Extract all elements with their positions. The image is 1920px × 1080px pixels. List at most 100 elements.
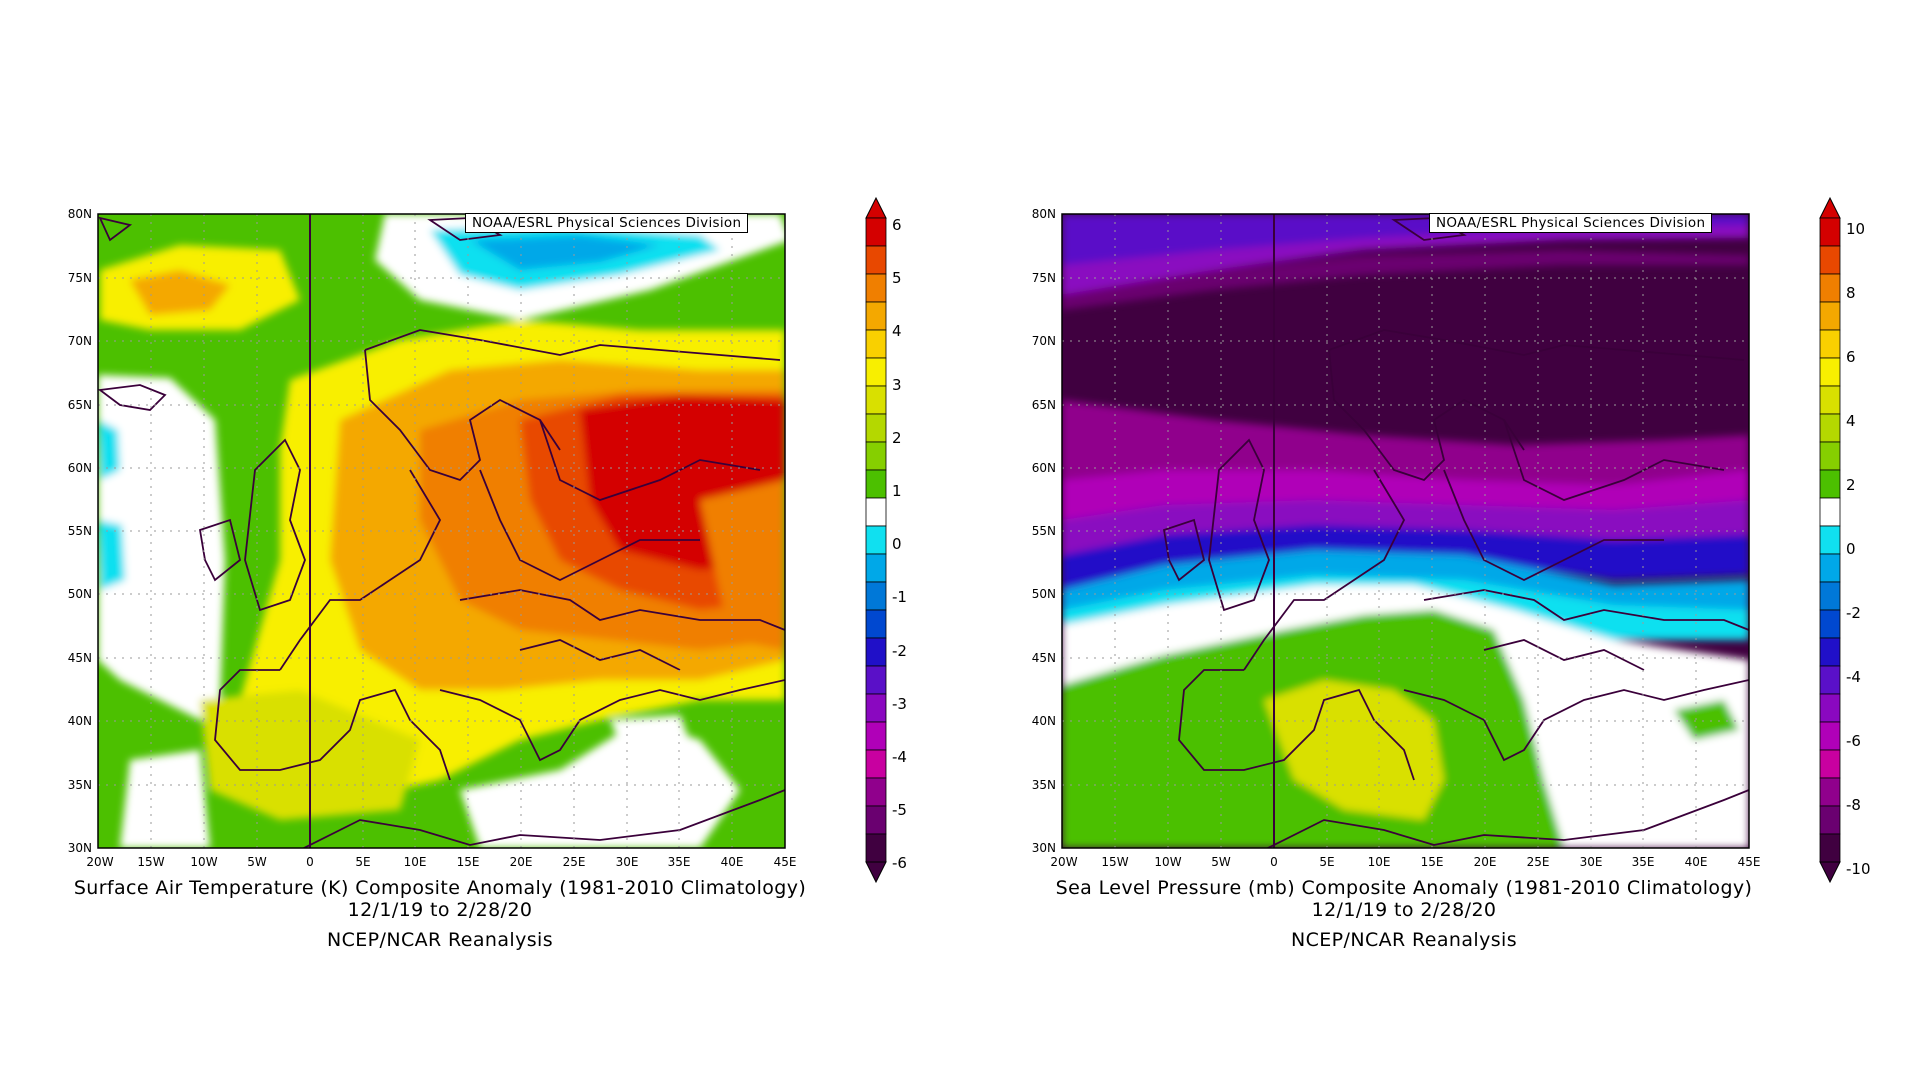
colorbar-label: 2 <box>892 429 902 447</box>
colorbar-label: -6 <box>892 854 907 872</box>
lat-label: 70N <box>1032 334 1056 348</box>
lon-label: 45E <box>1738 855 1761 869</box>
colorbar-swatch <box>1819 329 1841 359</box>
lon-label: 40E <box>721 855 744 869</box>
caption-source: NCEP/NCAR Reanalysis <box>326 929 554 951</box>
lon-label: 15W <box>1101 855 1128 869</box>
colorbar-label: 8 <box>1846 284 1856 302</box>
lat-label: 30N <box>68 841 92 855</box>
colorbar-swatch <box>1819 217 1841 247</box>
data-source-credit: NOAA/ESRL Physical Sciences Division <box>1429 213 1713 233</box>
colorbar-swatch <box>1819 833 1841 863</box>
colorbar-labels: 10 8 6 4 2 0 -2 -4 -6 -8 -10 <box>1846 220 1871 878</box>
lon-label: 25E <box>563 855 586 869</box>
colorbar-swatch <box>865 245 887 275</box>
lon-label: 0 <box>1270 855 1278 869</box>
colorbar-label: 6 <box>892 216 902 234</box>
colorbar-swatch <box>1819 357 1841 387</box>
lon-label: 20W <box>86 855 113 869</box>
lon-label: 35E <box>1632 855 1655 869</box>
colorbar-label: 10 <box>1846 220 1865 238</box>
colorbar-swatch <box>865 693 887 723</box>
colorbar-swatch <box>865 581 887 611</box>
colorbar-swatches <box>1819 196 1841 884</box>
colorbar-label: 4 <box>1846 412 1856 430</box>
colorbar-swatch <box>865 357 887 387</box>
colorbar-label: -2 <box>892 642 907 660</box>
colorbar-label: 1 <box>892 482 902 500</box>
lat-labels: 80N 75N 70N 65N 60N 55N 50N 45N 40N 35N … <box>1032 207 1056 855</box>
lon-label: 20E <box>1474 855 1497 869</box>
coastlines <box>98 216 785 848</box>
colorbar-label: 3 <box>892 376 902 394</box>
data-source-credit: NOAA/ESRL Physical Sciences Division <box>465 213 749 233</box>
colorbar-swatch <box>865 609 887 639</box>
colorbar-swatch <box>1819 469 1841 499</box>
colorbar-label: 2 <box>1846 476 1856 494</box>
colorbar-swatches <box>865 196 887 884</box>
lat-label: 40N <box>68 714 92 728</box>
colorbar-label: -5 <box>892 801 907 819</box>
colorbar-swatch <box>1819 609 1841 639</box>
lon-label: 40E <box>1685 855 1708 869</box>
colorbar-min-arrow <box>1819 861 1841 884</box>
colorbar-swatch <box>1819 301 1841 331</box>
graticule <box>98 214 785 848</box>
colorbar-swatch <box>1819 777 1841 807</box>
lat-label: 35N <box>68 778 92 792</box>
lat-label: 75N <box>1032 271 1056 285</box>
colorbar-labels: 6 5 4 3 2 1 0 -1 -2 -3 -4 -5 -6 <box>892 216 907 872</box>
temperature-field <box>98 214 785 848</box>
lat-label: 55N <box>1032 524 1056 538</box>
map-caption: Surface Air Temperature (K) Composite An… <box>50 877 830 951</box>
lon-label: 30E <box>616 855 639 869</box>
colorbar-min-arrow <box>865 861 887 884</box>
lat-label: 75N <box>68 271 92 285</box>
coastlines <box>1162 217 1749 848</box>
colorbar-swatch <box>865 553 887 583</box>
colorbar-label: -2 <box>1846 604 1861 622</box>
colorbar-swatch <box>865 833 887 863</box>
colorbar-max-arrow <box>1819 196 1841 219</box>
lat-labels: 80N 75N 70N 65N 60N 55N 50N 45N 40N 35N … <box>68 207 92 855</box>
caption-date-range: 12/1/19 to 2/28/20 <box>1311 899 1497 921</box>
lon-label: 10E <box>404 855 427 869</box>
lon-label: 25E <box>1527 855 1550 869</box>
colorbar-swatch <box>1819 273 1841 303</box>
caption-title: Sea Level Pressure (mb) Composite Anomal… <box>1055 877 1753 899</box>
lon-label: 5E <box>355 855 370 869</box>
lon-label: 20E <box>510 855 533 869</box>
lon-label: 20W <box>1050 855 1077 869</box>
colorbar-swatch <box>865 777 887 807</box>
lon-labels: 20W 15W 10W 5W 0 5E 10E 15E 20E 25E 30E … <box>86 855 796 869</box>
lat-label: 45N <box>1032 651 1056 665</box>
lon-label: 15W <box>137 855 164 869</box>
caption-title: Surface Air Temperature (K) Composite An… <box>73 877 807 899</box>
colorbar-swatch <box>865 497 887 527</box>
temperature-anomaly-panel: 80N 75N 70N 65N 60N 55N 50N 45N 40N 35N … <box>50 196 907 951</box>
pressure-anomaly-map: 80N 75N 70N 65N 60N 55N 50N 45N 40N 35N … <box>1032 196 1871 884</box>
colorbar-label: 0 <box>892 535 902 553</box>
pressure-anomaly-panel: 80N 75N 70N 65N 60N 55N 50N 45N 40N 35N … <box>964 0 1920 1080</box>
colorbar-swatch <box>1819 805 1841 835</box>
lat-label: 50N <box>68 587 92 601</box>
colorbar-swatch <box>865 805 887 835</box>
colorbar-label: 4 <box>892 322 902 340</box>
colorbar-swatch <box>865 217 887 247</box>
lat-label: 70N <box>68 334 92 348</box>
colorbar-swatch <box>1819 413 1841 443</box>
colorbar-label: -8 <box>1846 796 1861 814</box>
colorbar-swatch <box>865 385 887 415</box>
lon-label: 10W <box>190 855 217 869</box>
map-caption: Sea Level Pressure (mb) Composite Anomal… <box>1014 877 1794 951</box>
map-frame <box>1061 213 1750 849</box>
map-frame <box>97 213 786 849</box>
lon-label: 5E <box>1319 855 1334 869</box>
lat-label: 60N <box>1032 461 1056 475</box>
colorbar-label: -4 <box>892 748 907 766</box>
lat-label: 35N <box>1032 778 1056 792</box>
colorbar-label: -1 <box>892 588 907 606</box>
lon-label: 10E <box>1368 855 1391 869</box>
lon-label: 15E <box>457 855 480 869</box>
lon-label: 0 <box>306 855 314 869</box>
